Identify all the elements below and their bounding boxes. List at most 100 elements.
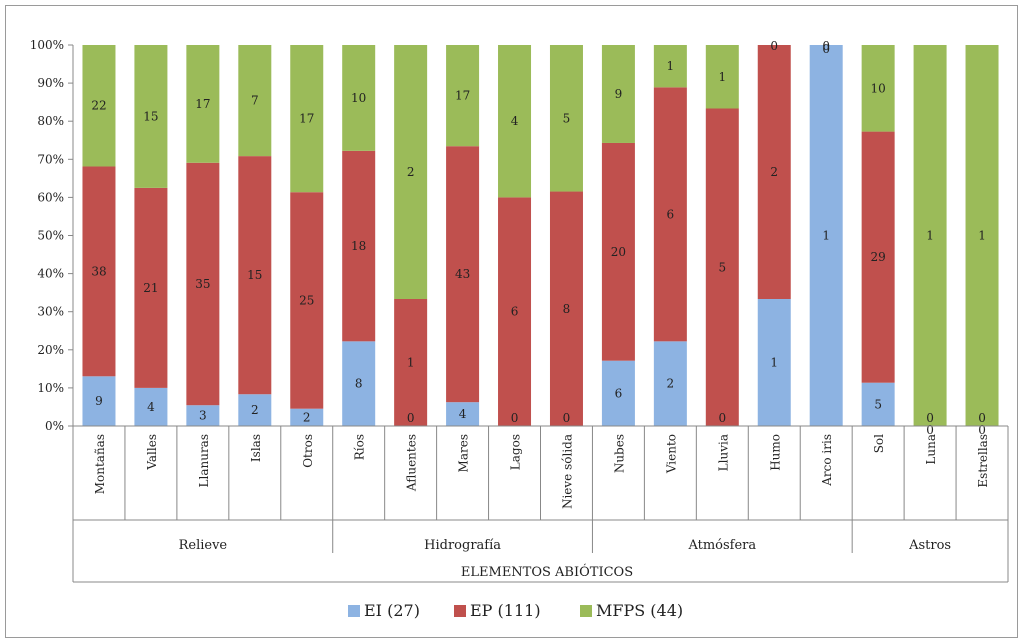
bar-segment — [446, 146, 480, 403]
data-label: 17 — [455, 89, 470, 103]
data-label: 17 — [299, 112, 314, 126]
data-label: 7 — [251, 94, 259, 108]
x-tick-label: Afluentes — [405, 434, 419, 492]
bar-segment — [342, 45, 376, 151]
bar-segment — [601, 360, 635, 426]
bar-segment — [653, 87, 687, 342]
legend-swatch — [348, 605, 360, 617]
data-label: 1 — [718, 70, 726, 84]
data-label: 1 — [667, 59, 675, 73]
x-tick-label: Islas — [249, 434, 263, 462]
x-tick-label: Estrellas — [976, 434, 990, 488]
group-label: Hidrografía — [424, 538, 501, 553]
y-tick-label: 30% — [37, 305, 64, 319]
bar-segment — [965, 45, 999, 426]
bar-segment — [134, 187, 168, 388]
data-label: 0 — [822, 39, 830, 53]
x-tick-label: Arco iris — [820, 434, 834, 487]
data-label: 10 — [351, 91, 366, 105]
bar-segment — [186, 405, 220, 426]
data-label: 1 — [822, 229, 830, 243]
y-tick-label: 0% — [45, 419, 64, 433]
bar-segment — [342, 341, 376, 426]
bar-segment — [498, 197, 532, 426]
y-tick-label: 70% — [37, 152, 64, 166]
data-label: 10 — [870, 81, 885, 95]
data-label: 43 — [455, 267, 470, 281]
y-tick-label: 100% — [30, 38, 64, 52]
y-tick-label: 50% — [37, 229, 64, 243]
bar-segment — [913, 45, 947, 426]
bar-segment — [757, 45, 791, 299]
data-label: 1 — [978, 229, 986, 243]
legend-label: EI (27) — [364, 601, 420, 620]
x-tick-label: Ríos — [353, 434, 367, 460]
bar-segment — [290, 408, 324, 426]
data-label: 29 — [870, 250, 885, 264]
bar-segment — [861, 45, 895, 132]
x-tick-label: Viento — [664, 434, 678, 474]
y-tick-label: 40% — [37, 267, 64, 281]
x-tick-label: Valles — [145, 434, 159, 471]
x-tick-label: Montañas — [93, 434, 107, 494]
data-label: 0 — [718, 411, 726, 425]
bar-segment — [861, 382, 895, 426]
data-label: 18 — [351, 239, 366, 253]
data-label: 5 — [874, 397, 882, 411]
y-tick-label: 20% — [37, 343, 64, 357]
data-label: 2 — [407, 165, 415, 179]
data-label: 2 — [303, 410, 311, 424]
data-label: 2 — [667, 377, 675, 391]
group-label: Atmósfera — [687, 538, 756, 553]
data-label: 0 — [926, 423, 934, 437]
bar-segment — [82, 45, 116, 167]
x-axis: Montañas Valles Llanuras Islas Otros Ríos Aflu… — [72, 425, 1009, 583]
y-tick-label: 60% — [37, 190, 64, 204]
bar-segment — [446, 45, 480, 147]
legend-swatch — [454, 605, 466, 617]
bar-segment — [342, 150, 376, 342]
group-label: Relieve — [179, 538, 228, 553]
bar-segment — [290, 45, 324, 193]
x-tick-label: Nubes — [612, 434, 626, 473]
x-tick-label: Lagos — [509, 434, 523, 470]
bar-segment — [653, 341, 687, 426]
y-tick-label: 10% — [37, 381, 64, 395]
data-label: 15 — [247, 268, 262, 282]
data-label: 5 — [718, 260, 726, 274]
bar-segment — [238, 394, 272, 426]
data-label: 1 — [770, 356, 778, 370]
data-label: 15 — [143, 109, 158, 123]
data-label: 4 — [511, 114, 519, 128]
bar-segment — [186, 45, 220, 163]
bars — [82, 45, 999, 426]
bar-segment — [82, 376, 116, 426]
bar-segment — [653, 45, 687, 88]
data-label: 38 — [91, 264, 106, 278]
bar-segment — [238, 45, 272, 157]
x-tick-label: Mares — [457, 434, 471, 472]
data-label: 4 — [459, 407, 467, 421]
x-tick-label: Llanuras — [197, 434, 211, 487]
data-label: 1 — [407, 356, 415, 370]
bar-segment — [861, 131, 895, 383]
data-label: 1 — [926, 229, 934, 243]
data-label: 22 — [91, 99, 106, 113]
bar-segment — [549, 45, 583, 192]
bar-segment — [757, 299, 791, 426]
bar-segment — [238, 156, 272, 395]
data-label: 2 — [770, 165, 778, 179]
axes: 0% 10% 20% 30% 40% 50% 60% 70% 80% 90% 100% — [30, 38, 74, 433]
legend: EI (27) EP (111) MFPS (44) — [348, 601, 683, 620]
bar-segment — [82, 166, 116, 377]
bar-segment — [134, 45, 168, 188]
x-tick-label: Humo — [768, 434, 782, 471]
data-label: 6 — [667, 207, 675, 221]
bar-segment — [705, 45, 739, 109]
data-label: 17 — [195, 97, 210, 111]
data-label: 6 — [511, 305, 519, 319]
data-label: 8 — [563, 302, 571, 316]
data-label: 0 — [563, 411, 571, 425]
x-axis-title: ELEMENTOS ABIÓTICOS — [461, 563, 633, 580]
